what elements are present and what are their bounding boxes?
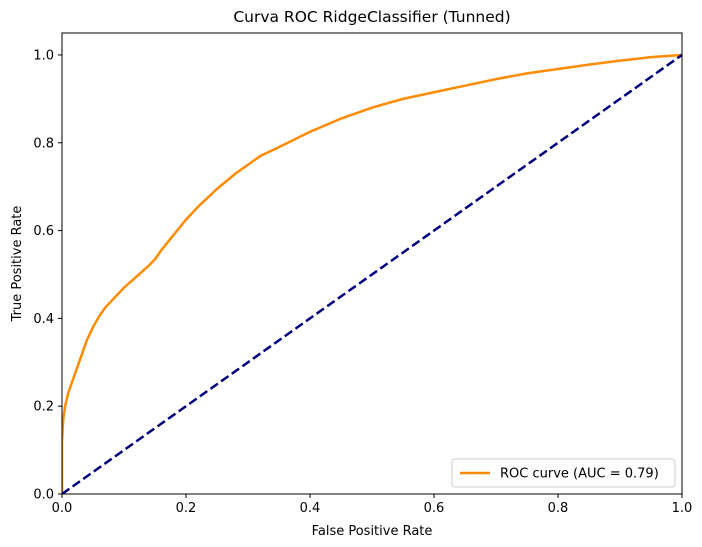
y-tick-label: 1.0 — [33, 48, 54, 63]
legend: ROC curve (AUC = 0.79) — [451, 458, 676, 488]
x-tick-label: 0.4 — [300, 501, 321, 516]
chance-line — [62, 53, 682, 494]
chart-title: Curva ROC RidgeClassifier (Tunned) — [233, 8, 510, 26]
y-tick-label: 0.2 — [33, 400, 54, 415]
y-tick-label: 0.4 — [33, 312, 54, 327]
x-tick-label: 1.0 — [672, 501, 693, 516]
roc-curve-line — [62, 53, 682, 494]
legend-box — [451, 458, 676, 488]
y-axis-label: True Positive Rate — [10, 206, 25, 323]
x-tick-label: 0.8 — [548, 501, 569, 516]
plot-area: 0.0 0.2 0.4 0.6 0.8 1.0 0.0 0.2 0.4 0.6 0.8 1.0 — [33, 32, 693, 516]
axes-frame — [61, 32, 683, 495]
x-axis-label: False Positive Rate — [312, 524, 433, 539]
x-tick-label: 0.6 — [424, 501, 445, 516]
y-tick-label: 0.8 — [33, 136, 54, 151]
y-tick-label: 0.0 — [33, 488, 54, 503]
x-tick-label: 0.0 — [52, 501, 73, 516]
x-tick-label: 0.2 — [176, 501, 197, 516]
legend-label-roc: ROC curve (AUC = 0.79) — [500, 467, 659, 482]
y-tick-label: 0.6 — [33, 224, 54, 239]
